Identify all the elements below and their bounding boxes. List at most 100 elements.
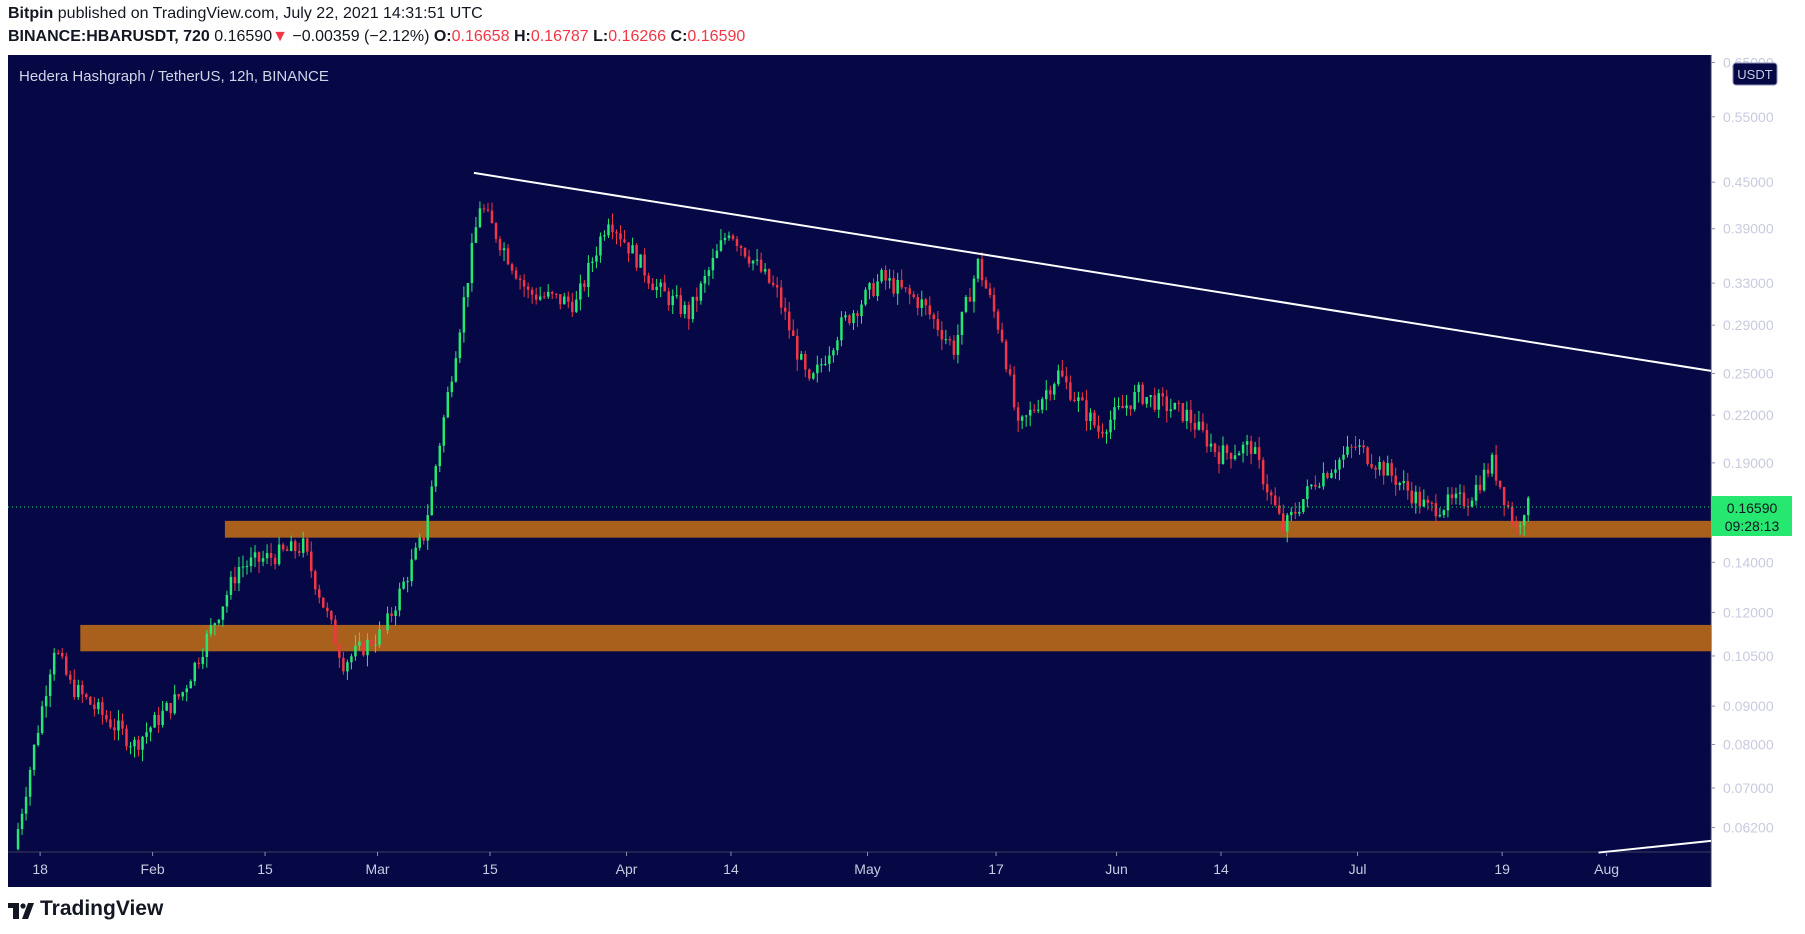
symbol-info: BINANCE:HBARUSDT, 720 0.16590▼ −0.00359 … <box>8 28 745 46</box>
price-tick-label: 0.09000 <box>1723 698 1774 714</box>
candle-body <box>623 239 626 243</box>
candle-body <box>856 313 859 317</box>
candle-body <box>173 694 176 714</box>
price-tick-label: 0.07000 <box>1723 780 1774 796</box>
candle-body <box>205 633 209 657</box>
price-tick-label: 0.33000 <box>1723 275 1774 291</box>
candle-body <box>1077 397 1080 401</box>
candle-body <box>775 285 779 288</box>
candle-body <box>1318 486 1321 488</box>
candle-body <box>924 299 928 306</box>
candle-body <box>458 332 462 359</box>
candle-body <box>257 552 261 562</box>
price-tick-label: 0.08000 <box>1723 736 1774 752</box>
time-axis[interactable]: 18 Feb 15 Mar 15 Apr 14 May 17 Jun 14 Jul 19 Aug <box>32 852 1619 877</box>
candle-body <box>844 315 847 318</box>
candle-body <box>820 364 823 366</box>
candle-body <box>868 283 871 290</box>
tradingview-brand[interactable]: TradingView <box>8 897 163 921</box>
price-tick-label: 0.19000 <box>1723 455 1774 471</box>
candle-body <box>1478 484 1482 491</box>
candle-body <box>398 588 401 611</box>
candle-body <box>1470 500 1474 507</box>
candle-body <box>763 269 767 272</box>
candle-body <box>1189 409 1193 423</box>
low-value: 0.16266 <box>608 28 667 45</box>
candle-body <box>442 417 446 446</box>
candle-body <box>1169 409 1173 412</box>
candle-body <box>1510 506 1514 524</box>
candle-body <box>1494 454 1498 481</box>
candle-body <box>101 702 104 715</box>
candle-body <box>1221 445 1225 464</box>
candle-body <box>297 551 301 553</box>
candle-body <box>546 291 550 297</box>
candle-body <box>225 594 229 607</box>
candle-body <box>627 242 630 254</box>
candle-body <box>1269 492 1273 496</box>
candle-body <box>659 282 662 287</box>
candle-body <box>342 657 345 672</box>
candle-body <box>1233 455 1237 460</box>
candle-body <box>494 223 498 240</box>
price-tick-label: 0.29000 <box>1723 317 1774 333</box>
candle-body <box>52 652 56 675</box>
candle-body <box>550 291 554 294</box>
candle-body <box>1294 511 1297 514</box>
candle-body <box>470 242 474 284</box>
candle-body <box>643 254 646 276</box>
candle-body <box>1245 441 1249 445</box>
candle-body <box>1394 475 1397 486</box>
candle-body <box>812 373 815 379</box>
candle-body <box>836 340 839 351</box>
candle-body <box>828 355 831 364</box>
candle-body <box>526 286 530 290</box>
candle-body <box>1165 396 1169 412</box>
candle-body <box>197 662 201 664</box>
candle-body <box>563 296 566 305</box>
candle-body <box>193 662 197 682</box>
currency-badge[interactable]: USDT <box>1732 62 1778 86</box>
candle-body <box>860 304 863 317</box>
candle-body <box>273 557 277 565</box>
candle-body <box>330 611 333 620</box>
candle-body <box>1261 459 1265 485</box>
candle-body <box>233 576 237 584</box>
candle-body <box>64 656 68 675</box>
candle-body <box>743 247 747 257</box>
candle-body <box>1338 459 1341 470</box>
time-tick-label: 17 <box>988 861 1004 877</box>
price-axis[interactable]: 0.650000.550000.450000.390000.330000.290… <box>1711 54 1774 835</box>
candle-body <box>611 224 614 233</box>
candle-body <box>956 334 960 355</box>
candle-body <box>141 736 144 750</box>
candle-body <box>920 299 924 308</box>
candle-body <box>414 547 417 560</box>
candle-body <box>1041 399 1044 410</box>
candle-body <box>1334 469 1337 473</box>
candle-body <box>28 769 32 797</box>
candle-body <box>85 694 88 697</box>
candle-body <box>944 339 948 341</box>
time-tick-label: Jun <box>1105 861 1128 877</box>
candle-body <box>245 566 249 568</box>
candle-body <box>1193 422 1197 430</box>
candle-body <box>221 606 225 620</box>
candle-body <box>185 688 188 693</box>
candle-body <box>1390 463 1393 476</box>
candle-body <box>1326 473 1329 478</box>
candle-body <box>426 515 429 541</box>
candle-body <box>900 279 903 288</box>
price-tick-label: 0.10500 <box>1723 648 1774 664</box>
candle-body <box>679 295 683 314</box>
publisher-name[interactable]: Bitpin <box>8 5 54 22</box>
high-value: 0.16787 <box>530 28 589 45</box>
candle-body <box>137 739 140 750</box>
candle-body <box>402 581 405 589</box>
candle-body <box>358 641 361 646</box>
candle-body <box>538 296 542 300</box>
candle-body <box>165 703 168 711</box>
candle-body <box>687 305 691 320</box>
candle-body <box>976 258 980 279</box>
